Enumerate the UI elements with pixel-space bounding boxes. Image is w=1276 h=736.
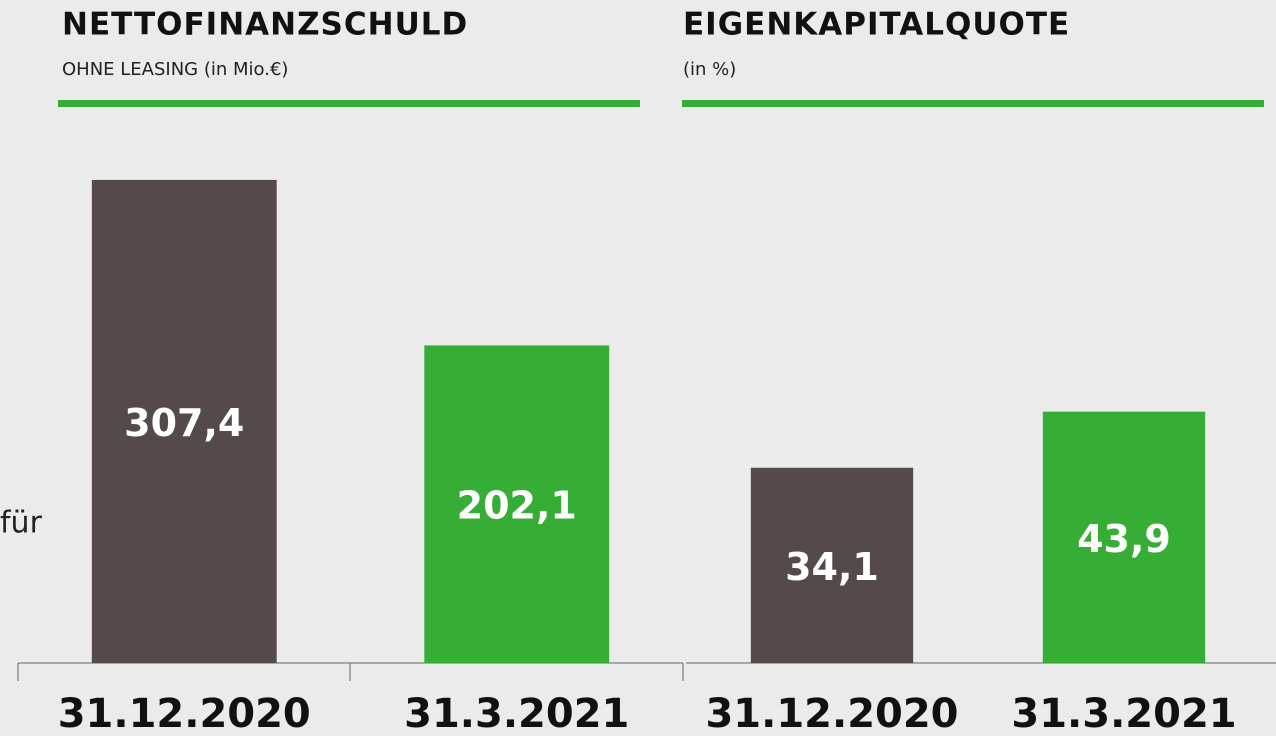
- x-tick-label: 31.3.2021: [404, 691, 629, 736]
- annotation: für: [0, 506, 43, 541]
- bar: [750, 467, 914, 663]
- title-rule: [682, 100, 1264, 107]
- value-label: 202,1: [457, 484, 577, 528]
- chart-title: EIGENKAPITALQUOTE: [683, 7, 1070, 43]
- x-tick-label: 31.12.2020: [705, 691, 958, 736]
- chart-subtitle: (in %): [683, 59, 736, 80]
- chart-title: NETTOFINANZSCHULD: [62, 7, 468, 43]
- title-rule: [58, 100, 640, 107]
- bar: [91, 179, 277, 663]
- value-label: 34,1: [785, 545, 879, 589]
- x-tick-label: 31.12.2020: [58, 691, 311, 736]
- bar: [1042, 411, 1206, 663]
- value-label: 43,9: [1077, 517, 1171, 561]
- bar: [424, 345, 610, 663]
- value-label: 307,4: [124, 401, 244, 445]
- x-tick-label: 31.3.2021: [1011, 691, 1236, 736]
- chart-subtitle: OHNE LEASING (in Mio.€): [62, 59, 288, 80]
